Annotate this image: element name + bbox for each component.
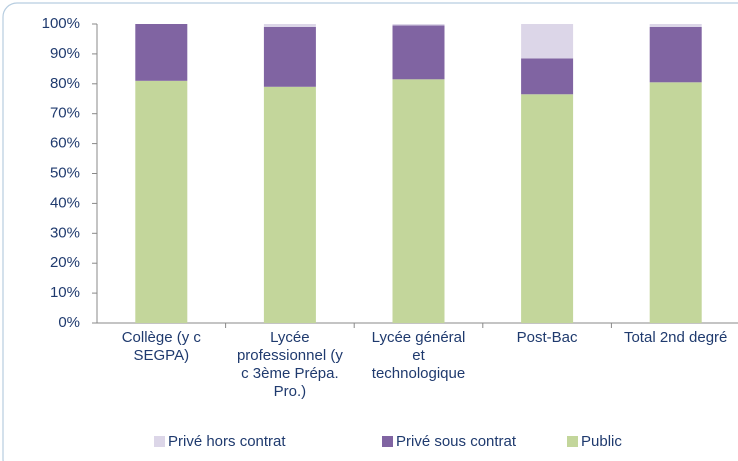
x-tick-label: Collège (y c SEGPA) <box>121 329 201 364</box>
x-tick-label: Total 2nd degré <box>623 329 728 346</box>
bar-segment <box>135 24 188 81</box>
bar-segment <box>392 25 445 80</box>
y-tick-label: 90% <box>50 45 80 62</box>
bar-segment <box>649 24 702 27</box>
legend-label: Privé sous contrat <box>396 433 517 450</box>
bar-segment <box>392 24 445 26</box>
bar-segment <box>135 80 188 323</box>
bar-segment <box>521 24 574 59</box>
legend-swatch <box>567 436 578 447</box>
y-tick-label: 80% <box>50 75 80 92</box>
bar-segment <box>263 86 316 323</box>
legend-label: Public <box>581 433 622 450</box>
bar-segment <box>263 26 316 87</box>
y-tick-label: 30% <box>50 224 80 241</box>
y-tick-label: 0% <box>58 314 80 331</box>
legend-swatch <box>382 436 393 447</box>
y-tick-label: 100% <box>42 15 80 32</box>
y-tick-label: 60% <box>50 135 80 152</box>
bar-segment <box>521 94 574 323</box>
bar-segment <box>649 82 702 324</box>
y-tick-label: 10% <box>50 284 80 301</box>
y-tick-label: 70% <box>50 105 80 122</box>
x-tick-label: Post-Bac <box>516 329 578 346</box>
legend-label: Privé hors contrat <box>168 433 286 450</box>
y-tick-label: 20% <box>50 254 80 271</box>
y-tick-label: 40% <box>50 194 80 211</box>
x-tick-label: Lycée général et technologique <box>371 329 466 382</box>
legend-swatch <box>154 436 165 447</box>
y-tick-label: 50% <box>50 164 80 181</box>
x-tick-label: Lycée professionnel (y c 3ème Prépa. Pro… <box>236 329 343 400</box>
bar-segment <box>263 24 316 27</box>
bar-segment <box>649 26 702 83</box>
bar-segment <box>392 79 445 323</box>
bar-segment <box>521 58 574 95</box>
